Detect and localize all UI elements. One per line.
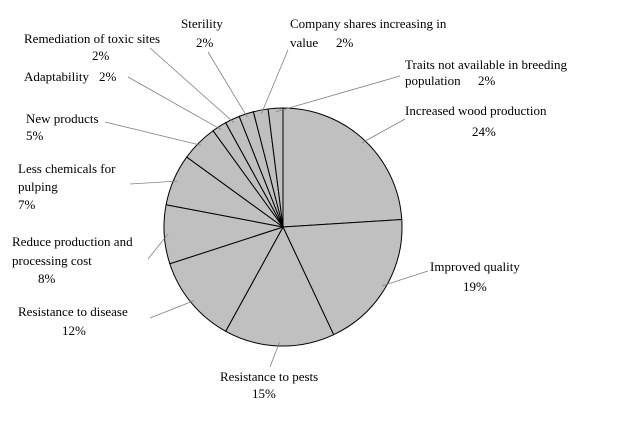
pie-slice-increased-wood-production (282, 107, 403, 228)
slice-label-new-products: New products (26, 111, 99, 126)
slice-label-traits-line1: Traits not available in breeding (405, 57, 567, 72)
slice-label-reduce-production-line1: Reduce production and (12, 234, 133, 249)
slice-label-less-chemicals-line1: Less chemicals for (18, 161, 116, 176)
slice-value-less-chemicals: 7% (18, 197, 36, 212)
slice-label-less-chemicals-line2: pulping (18, 179, 58, 194)
leader-line-remediation-of-toxic-sites (149, 47, 235, 123)
slice-value-resistance-to-disease: 12% (62, 323, 86, 338)
slice-labels: Increased wood production 24% Improved q… (12, 16, 567, 401)
leader-lines (104, 47, 429, 368)
pie-slice-resistance-to-disease (169, 226, 285, 332)
slice-value-increased-wood-production: 24% (472, 124, 496, 139)
slice-label-reduce-production-line2: processing cost (12, 253, 92, 268)
leader-line-traits-not-available-in-breeding-population (275, 75, 401, 113)
slice-label-company-shares-line1: Company shares increasing in (290, 16, 447, 31)
leader-line-less-chemicals-for-pulping (129, 180, 178, 185)
leader-line-resistance-to-pests (269, 342, 280, 368)
leader-line-reduce-production-and-processing-cost (147, 233, 169, 260)
pie-slice-traits-not-available-in-breeding-population (267, 107, 284, 228)
slice-value-resistance-to-pests: 15% (252, 386, 276, 401)
slice-value-company-shares: 2% (336, 35, 354, 50)
pie-slices (163, 107, 403, 347)
slice-label-resistance-to-pests: Resistance to pests (220, 369, 318, 384)
slice-label-improved-quality: Improved quality (430, 259, 520, 274)
slice-label-traits-line2: population (405, 73, 461, 88)
slice-value-remediation: 2% (92, 48, 110, 63)
leader-line-company-shares-increasing-in-value (261, 49, 289, 114)
slice-label-resistance-to-disease: Resistance to disease (18, 304, 128, 319)
slice-label-increased-wood-production: Increased wood production (405, 103, 547, 118)
slice-label-company-shares-line2: value (290, 35, 318, 50)
leader-line-resistance-to-disease (149, 300, 195, 319)
leader-line-adaptability (127, 76, 222, 130)
slice-value-reduce-production: 8% (38, 271, 56, 286)
leader-line-improved-quality (382, 270, 429, 287)
pie-slice-resistance-to-pests (224, 225, 335, 347)
slice-value-traits: 2% (478, 73, 496, 88)
leader-line-sterility (207, 51, 248, 118)
pie-slice-improved-quality (282, 218, 403, 336)
leader-line-increased-wood-production (361, 118, 406, 144)
leader-line-new-products (104, 121, 202, 146)
slice-value-new-products: 5% (26, 128, 44, 143)
slice-label-adaptability: Adaptability (24, 69, 89, 84)
slice-label-sterility: Sterility (181, 16, 223, 31)
slice-value-adaptability: 2% (99, 69, 117, 84)
slice-value-sterility: 2% (196, 35, 214, 50)
slice-value-improved-quality: 19% (463, 279, 487, 294)
slice-label-remediation: Remediation of toxic sites (24, 31, 160, 46)
